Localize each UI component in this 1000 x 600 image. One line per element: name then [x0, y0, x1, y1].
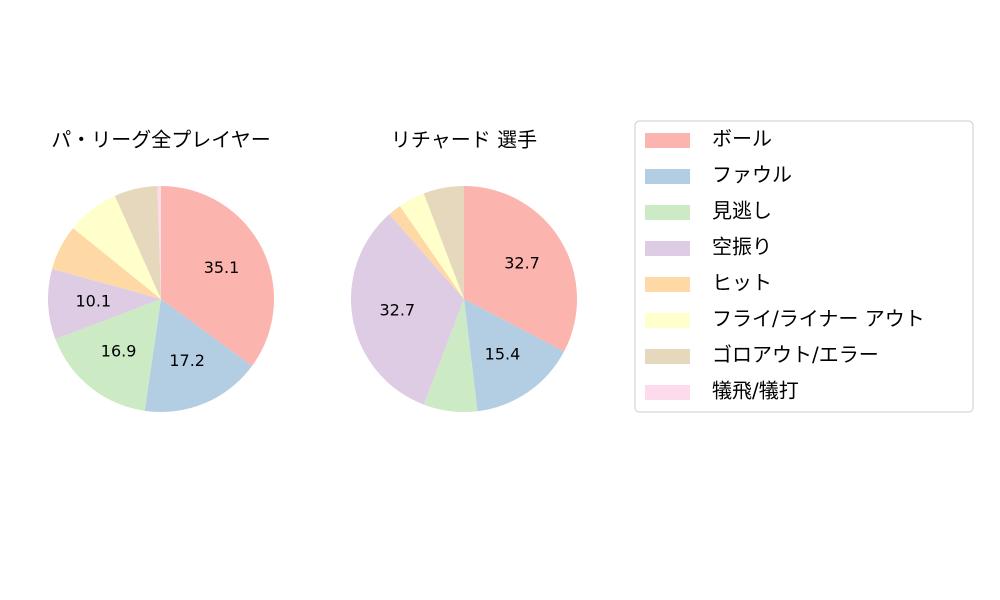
legend-swatch	[645, 385, 690, 400]
legend-label: 犠飛/犠打	[712, 379, 799, 403]
legend-label: ヒット	[712, 271, 772, 295]
chart-title: リチャード 選手	[391, 128, 537, 152]
legend-swatch	[645, 277, 690, 292]
pie-slice	[48, 268, 161, 340]
legend-box	[634, 120, 974, 413]
pie-slice	[464, 186, 577, 352]
pie-slice	[423, 186, 464, 299]
pie-slice	[423, 299, 478, 412]
value-label: 17.2	[169, 351, 205, 370]
legend-label: フライ/ライナー アウト	[712, 307, 925, 331]
value-label: 16.9	[101, 341, 137, 360]
value-label: 35.1	[204, 258, 240, 277]
legend-swatch	[645, 349, 690, 364]
pie-slice	[52, 228, 161, 299]
legend-swatch	[645, 241, 690, 256]
pie-slice	[351, 214, 464, 405]
legend-swatch	[645, 205, 690, 220]
legend-label: ゴロアウト/エラー	[712, 343, 879, 367]
legend-swatch	[645, 169, 690, 184]
pie-slice	[144, 299, 252, 413]
legend-label: ファウル	[712, 163, 792, 187]
pie-slice	[389, 205, 464, 299]
value-label: 32.7	[379, 301, 415, 320]
value-label: 10.1	[75, 292, 111, 311]
pie-slice	[73, 195, 161, 299]
chart-title: パ・リーグ全プレイヤー	[51, 128, 270, 152]
pie-slice	[464, 299, 565, 412]
pie-slice	[114, 186, 161, 299]
pie-slice	[157, 186, 161, 299]
legend-swatch	[645, 313, 690, 328]
value-label: 15.4	[485, 344, 521, 363]
legend-swatch	[645, 133, 690, 148]
value-label: 32.7	[504, 253, 540, 272]
legend-label: ボール	[712, 127, 772, 151]
pie-slice	[55, 299, 161, 411]
pie-slice	[161, 186, 274, 366]
legend-label: 空振り	[712, 235, 772, 259]
legend-label: 見逃し	[712, 199, 772, 223]
pie-slice	[399, 193, 464, 299]
